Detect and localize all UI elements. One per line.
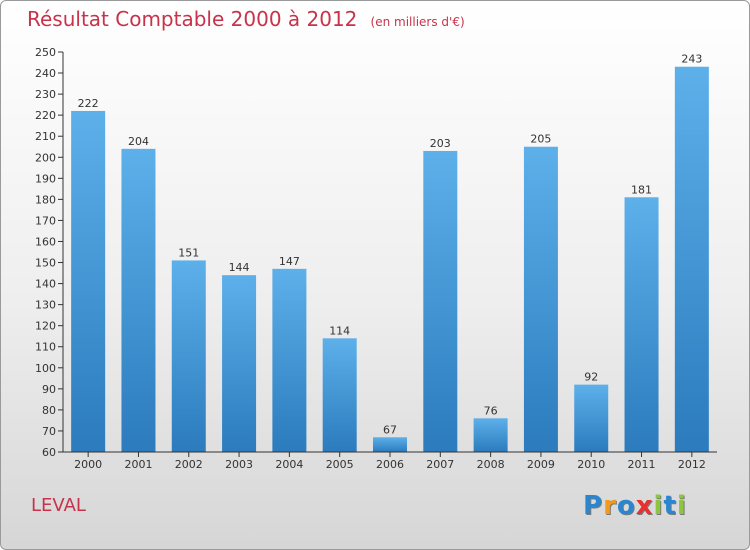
chart-title: Résultat Comptable 2000 à 2012 <box>27 7 358 31</box>
x-tick-label-2010: 2010 <box>577 458 605 471</box>
y-tick-label: 170 <box>35 214 56 227</box>
y-axis: 60 70 80 90 100 110 120 130 140 150 160 170 180 190 20… <box>35 46 64 459</box>
bar-2003 <box>222 275 257 452</box>
bar-2000 <box>71 110 106 453</box>
chart-subtitle: (en milliers d'€) <box>370 15 465 29</box>
bars: 222 204 151 144 147 114 67 203 76 205 92 181 243 <box>71 53 709 453</box>
y-tick-label: 230 <box>35 88 56 101</box>
y-tick-label: 160 <box>35 235 56 248</box>
logo-letter: x <box>635 491 654 521</box>
y-tick-label: 90 <box>42 383 56 396</box>
logo-letter: t <box>663 491 677 521</box>
y-tick-label: 190 <box>35 172 56 185</box>
data-label-2006: 67 <box>383 423 397 436</box>
bar-2002 <box>171 260 206 452</box>
x-tick-label-2008: 2008 <box>477 458 505 471</box>
x-tick-label-2012: 2012 <box>678 458 706 471</box>
y-tick-label: 250 <box>35 46 56 59</box>
proxiti-logo[interactable]: Proxiti <box>583 491 687 521</box>
logo-letter: r <box>603 491 617 521</box>
y-tick-label: 70 <box>42 425 56 438</box>
bar-2001 <box>121 148 156 452</box>
bar-2009 <box>523 146 558 452</box>
commune-name: LEVAL <box>31 495 86 516</box>
x-tick-label-2007: 2007 <box>426 458 454 471</box>
bar-2004 <box>272 268 307 452</box>
data-label-2011: 181 <box>631 183 652 196</box>
title-row: Résultat Comptable 2000 à 2012 (en milli… <box>27 7 465 31</box>
y-tick-label: 140 <box>35 278 56 291</box>
logo-letter: i <box>676 491 687 521</box>
bar-2006 <box>373 437 407 452</box>
y-tick-label: 100 <box>35 362 56 375</box>
data-label-2001: 204 <box>128 135 149 148</box>
x-tick-label-2006: 2006 <box>376 458 404 471</box>
y-tick-label: 210 <box>35 130 56 143</box>
data-label-2012: 243 <box>681 53 702 66</box>
x-tick-label-2009: 2009 <box>527 458 555 471</box>
bar-2010 <box>574 384 609 452</box>
bar-2007 <box>423 150 458 452</box>
x-tick-label-2001: 2001 <box>124 458 152 471</box>
data-label-2007: 203 <box>430 137 451 150</box>
y-tick-label: 80 <box>42 404 56 417</box>
y-tick-label: 150 <box>35 257 56 270</box>
logo-letter: P <box>583 491 604 521</box>
bar-2012 <box>674 66 709 452</box>
bar-2005 <box>322 338 357 452</box>
data-label-2010: 92 <box>584 371 598 384</box>
y-tick-label: 120 <box>35 320 56 333</box>
x-tick-label-2000: 2000 <box>74 458 102 471</box>
logo-letter: i <box>653 491 664 521</box>
data-label-2009: 205 <box>530 133 551 146</box>
x-tick-label-2011: 2011 <box>628 458 656 471</box>
data-label-2005: 114 <box>329 324 350 337</box>
y-tick-label: 110 <box>35 341 56 354</box>
x-tick-label-2003: 2003 <box>225 458 253 471</box>
x-tick-label-2005: 2005 <box>326 458 354 471</box>
x-tick-label-2004: 2004 <box>275 458 303 471</box>
bar-2011 <box>624 197 659 452</box>
logo-letter: o <box>616 491 636 521</box>
data-label-2002: 151 <box>178 246 199 259</box>
data-label-2000: 222 <box>78 97 99 110</box>
data-label-2004: 147 <box>279 255 300 268</box>
x-tick-label-2002: 2002 <box>175 458 203 471</box>
data-label-2008: 76 <box>484 404 498 417</box>
data-label-2003: 144 <box>229 261 250 274</box>
bar-2008 <box>473 418 508 452</box>
y-tick-label: 180 <box>35 193 56 206</box>
y-tick-label: 240 <box>35 67 56 80</box>
y-tick-label: 60 <box>42 446 56 459</box>
y-tick-label: 130 <box>35 299 56 312</box>
y-tick-label: 200 <box>35 151 56 164</box>
y-tick-label: 220 <box>35 109 56 122</box>
x-axis: 2000 2001 2002 2003 2004 2005 2006 2007 2008 2009… <box>63 451 717 471</box>
